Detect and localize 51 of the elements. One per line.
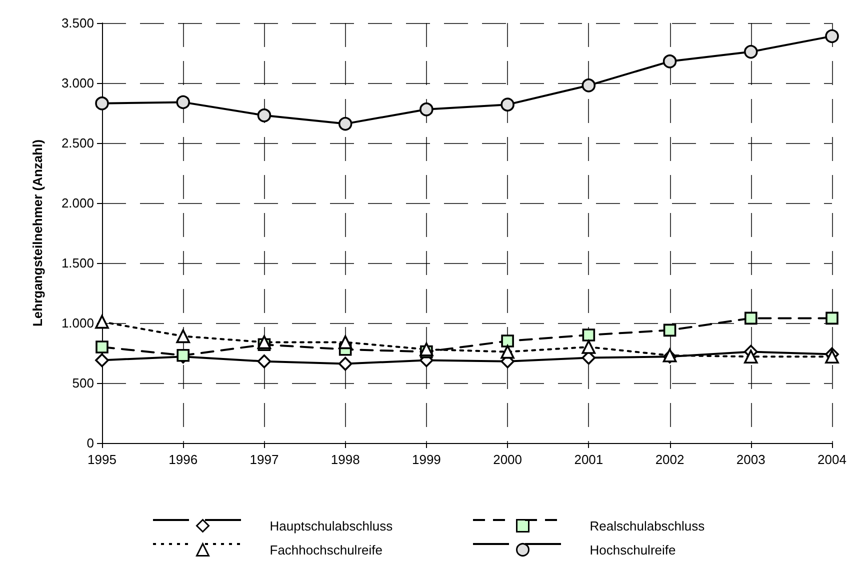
point: [338, 116, 352, 131]
x-tick-label: 1998: [330, 452, 360, 467]
y-tick-label: 1.000: [61, 316, 94, 330]
legend-label: Fachhochschulreife: [270, 542, 382, 558]
legend-label: Realschulabschluss: [590, 518, 706, 534]
point: [420, 102, 434, 116]
point: [257, 108, 272, 122]
point: [338, 356, 352, 371]
legend-label: Hochschulreife: [590, 542, 676, 558]
y-tick-label: 1.500: [61, 256, 94, 270]
y-tick-label: 500: [72, 376, 94, 390]
point: [95, 314, 109, 329]
point: [582, 340, 596, 354]
point: [825, 350, 839, 364]
y-tick-label: 3.500: [61, 16, 94, 30]
point: [582, 328, 596, 342]
point: [176, 329, 190, 344]
point: [500, 98, 514, 112]
point: [501, 334, 514, 348]
y-tick-label: 2.000: [61, 196, 94, 210]
x-tick-label: 1996: [168, 452, 198, 467]
y-tick-label: 0: [86, 436, 94, 450]
x-tick-label: 2002: [655, 452, 684, 467]
point: [825, 29, 839, 44]
x-tick-label: 1995: [88, 452, 116, 467]
point: [744, 44, 758, 59]
x-tick-label: 2004: [818, 452, 846, 467]
x-tick-label: 1997: [250, 452, 279, 467]
point: [95, 353, 109, 368]
point: [338, 335, 352, 350]
point: [744, 312, 758, 325]
point: [663, 324, 676, 337]
point: [826, 312, 838, 325]
y-tick-label: 2.500: [61, 136, 94, 150]
y-tick-label: 3.000: [61, 76, 94, 90]
x-tick-label: 2001: [574, 452, 604, 467]
point: [96, 340, 108, 354]
point: [500, 344, 514, 359]
x-tick-label: 1999: [412, 452, 441, 467]
x-tick-label: 2003: [736, 452, 766, 467]
x-tick-label: 2000: [493, 452, 522, 467]
y-axis-title: Lehrgangsteilnehmer (Anzahl): [30, 139, 45, 327]
point: [420, 342, 434, 356]
point: [95, 96, 109, 110]
point: [176, 95, 190, 110]
point: [257, 335, 272, 350]
point: [744, 350, 758, 364]
legend-label: Hauptschulabschluss: [270, 518, 394, 534]
point: [257, 354, 272, 368]
point: [662, 54, 677, 68]
point: [582, 78, 596, 92]
